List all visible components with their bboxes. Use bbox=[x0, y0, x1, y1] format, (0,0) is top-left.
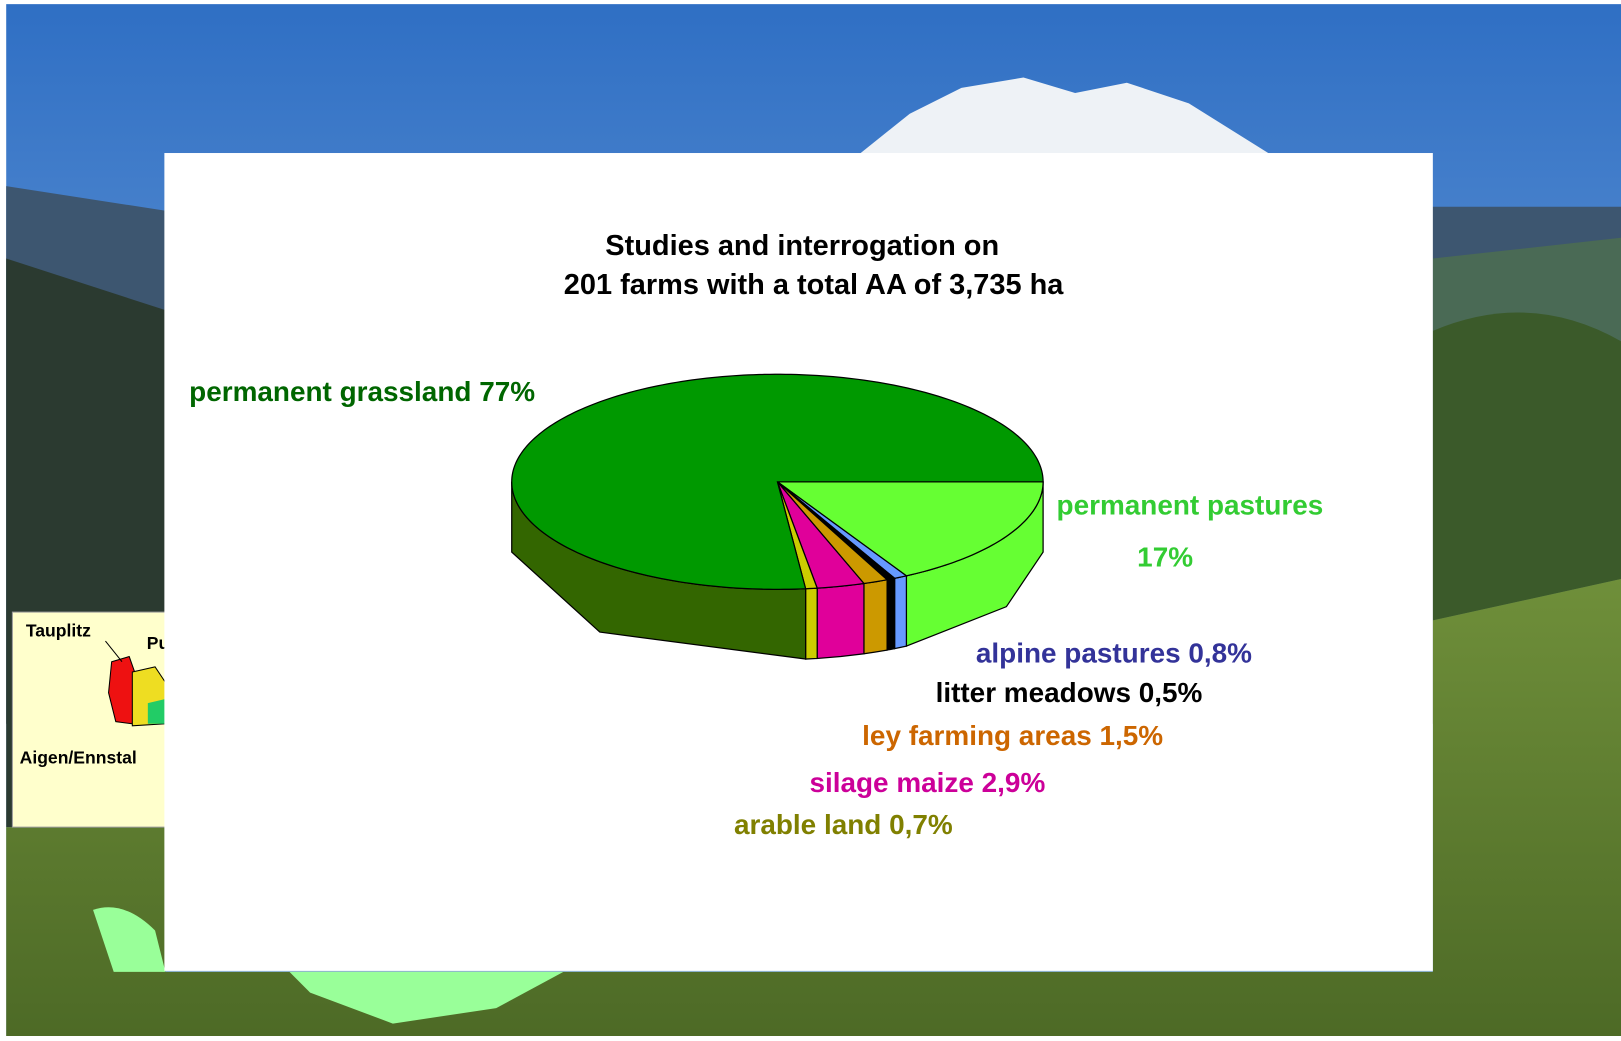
pie-side bbox=[886, 577, 896, 651]
value-label: 0,8% bbox=[1188, 638, 1252, 669]
pie bbox=[511, 373, 1044, 660]
category-name: silage maize bbox=[809, 767, 973, 798]
labels: permanent pastures 17% alpine pastures 0,8… bbox=[189, 376, 1323, 840]
slice-label: permanent grassland 77% bbox=[189, 376, 535, 407]
pie-slice bbox=[776, 481, 866, 589]
category-name: litter meadows bbox=[936, 677, 1131, 708]
slice-label: permanent pastures bbox=[1057, 490, 1324, 521]
category-name: arable land bbox=[734, 810, 881, 841]
category-name: ley farming areas bbox=[862, 721, 1092, 752]
slice-label: arable land 0,7% bbox=[734, 810, 953, 841]
slice-label: litter meadows 0,5% bbox=[936, 677, 1203, 708]
map-label: Pu bbox=[147, 633, 169, 653]
pie-side bbox=[894, 575, 908, 650]
pie-slice bbox=[511, 373, 1044, 590]
map-inset: Tauplitz Pu Aigen/Ennstal bbox=[11, 611, 169, 828]
category-name: permanent grassland bbox=[189, 376, 471, 407]
value-label: 17% bbox=[1137, 542, 1193, 573]
value-label: 0,5% bbox=[1139, 677, 1203, 708]
chart-title: Studies and interrogation on bbox=[605, 230, 999, 262]
pie-slice bbox=[776, 481, 889, 585]
map-label: Tauplitz bbox=[26, 620, 91, 640]
slice-label: ley farming areas 1,5% bbox=[862, 721, 1163, 752]
value-label: 0,7% bbox=[889, 810, 953, 841]
value-label: 2,9% bbox=[982, 767, 1046, 798]
value-label: 77% bbox=[479, 376, 535, 407]
value-label: 1,5% bbox=[1100, 721, 1164, 752]
category-name: alpine pastures bbox=[976, 638, 1181, 669]
map-label: Aigen/Ennstal bbox=[20, 748, 137, 768]
slice-label: alpine pastures 0,8% bbox=[976, 638, 1252, 669]
pie-side bbox=[863, 579, 888, 655]
slice-label: silage maize 2,9% bbox=[809, 767, 1045, 798]
pie-side bbox=[805, 587, 818, 660]
pie-slice bbox=[775, 481, 1044, 577]
category-name: permanent pastures bbox=[1057, 490, 1324, 521]
chart-subtitle: 201 farms with a total AA of 3,735 ha bbox=[564, 269, 1064, 301]
pie-side bbox=[816, 582, 865, 660]
